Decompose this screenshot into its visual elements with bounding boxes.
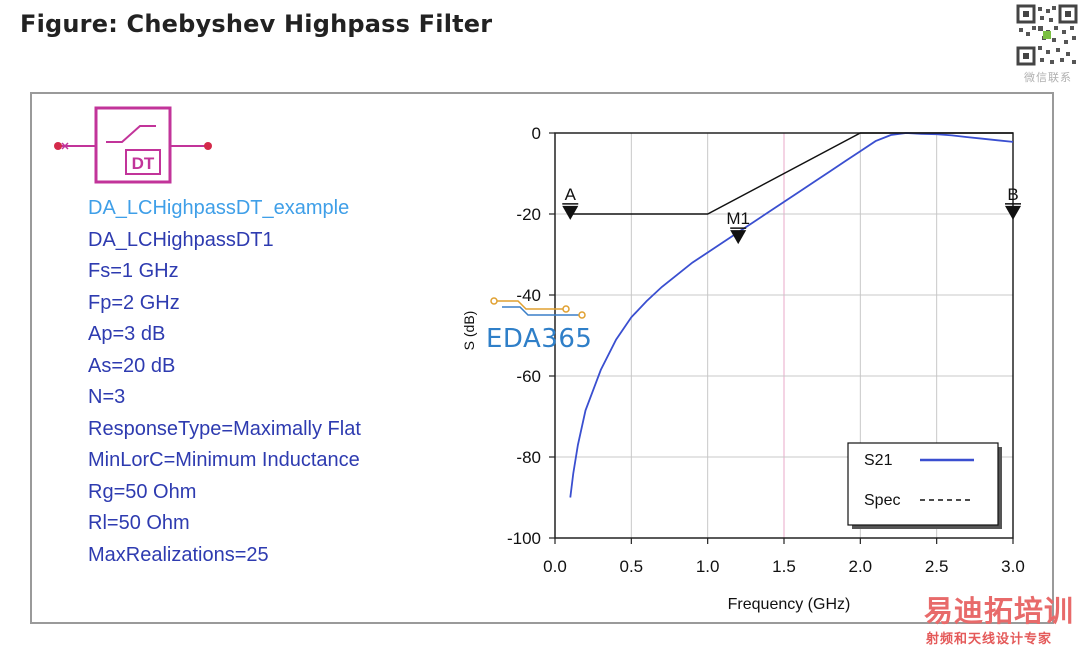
x-tick-label: 3.0 bbox=[1001, 557, 1025, 576]
input-pin-icon bbox=[54, 142, 62, 150]
component-parameter-list: DA_LCHighpassDT_example DA_LCHighpassDT1… bbox=[88, 194, 361, 572]
qr-caption: 微信联系 bbox=[1024, 71, 1072, 84]
page-title: Figure: Chebyshev Highpass Filter bbox=[20, 10, 493, 38]
y-tick-label: -20 bbox=[516, 205, 541, 224]
parameter-line: As=20 dB bbox=[88, 354, 176, 377]
legend-label: S21 bbox=[864, 452, 893, 469]
parameter-line: MinLorC=Minimum Inductance bbox=[88, 449, 360, 471]
training-watermark: 易迪拓培训 bbox=[924, 594, 1075, 628]
parameter-line: Rg=50 Ohm bbox=[88, 480, 197, 503]
y-tick-label: -100 bbox=[507, 529, 541, 548]
legend-label: Spec bbox=[864, 492, 900, 509]
legend-box bbox=[847, 442, 999, 526]
parameter-line: MaxRealizations=25 bbox=[88, 543, 269, 566]
marker-label: M1 bbox=[726, 209, 750, 228]
y-axis-label: S (dB) bbox=[461, 311, 477, 351]
parameter-line: Ap=3 dB bbox=[88, 323, 166, 345]
x-tick-label: 1.0 bbox=[696, 557, 720, 576]
x-tick-label: 0.5 bbox=[620, 557, 644, 576]
marker-label: B bbox=[1007, 185, 1018, 204]
filter-component-symbol: DT bbox=[54, 106, 212, 184]
symbol-label: DT bbox=[132, 154, 155, 173]
parameter-line: Fs=1 GHz bbox=[88, 260, 179, 282]
parameter-line: DA_LCHighpassDT_example bbox=[88, 197, 350, 219]
parameter-line: ResponseType=Maximally Flat bbox=[88, 417, 361, 440]
marker-label: A bbox=[565, 185, 577, 204]
parameter-line: Rl=50 Ohm bbox=[88, 512, 190, 534]
y-tick-label: 0 bbox=[532, 124, 541, 143]
eda-watermark: EDA365 bbox=[486, 324, 593, 354]
y-tick-label: -80 bbox=[516, 448, 541, 467]
parameter-line: DA_LCHighpassDT1 bbox=[88, 228, 274, 251]
training-watermark-subtitle: 射频和天线设计专家 bbox=[926, 632, 1053, 647]
marker-triangle-icon bbox=[562, 205, 579, 220]
x-tick-label: 2.5 bbox=[925, 557, 949, 576]
parameter-line: N=3 bbox=[88, 386, 126, 408]
qr-code bbox=[1016, 4, 1078, 66]
output-pin-icon bbox=[204, 142, 212, 150]
x-axis-label: Frequency (GHz) bbox=[728, 596, 851, 613]
series-line-s21 bbox=[569, 132, 1014, 498]
eda-watermark-circuit-icon bbox=[490, 297, 586, 319]
parameter-line: Fp=2 GHz bbox=[88, 291, 180, 314]
y-tick-label: -60 bbox=[516, 367, 541, 386]
series-line-spec bbox=[570, 132, 1013, 215]
x-tick-label: 1.5 bbox=[772, 557, 796, 576]
y-tick-label: -40 bbox=[516, 286, 541, 305]
x-tick-label: 2.0 bbox=[849, 557, 873, 576]
marker-triangle-icon bbox=[1005, 205, 1021, 220]
x-tick-label: 0.0 bbox=[543, 557, 567, 576]
marker-triangle-icon bbox=[730, 230, 747, 245]
